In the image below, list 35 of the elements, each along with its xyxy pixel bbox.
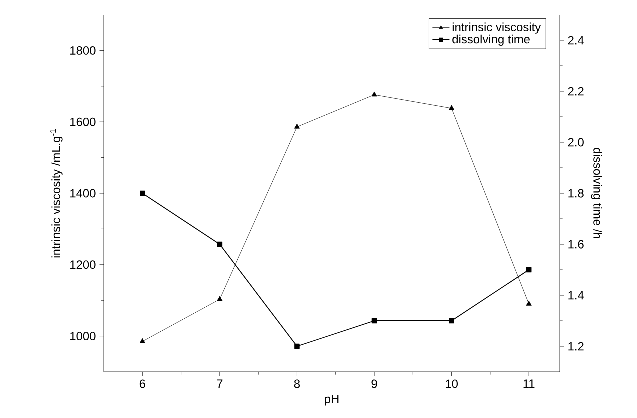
point xyxy=(294,124,300,129)
x-tick-label: 8 xyxy=(294,380,300,388)
y-tick-label: 1400 xyxy=(70,189,96,198)
y-axis-title: intrinsic viscosity /mL.g$^{-1}$ xyxy=(50,129,63,258)
x-tick-label: 6 xyxy=(140,380,146,388)
point xyxy=(140,338,146,344)
legend-label: intrinsic viscosity xyxy=(452,22,542,34)
y2-tick-label: 1.2 xyxy=(568,342,584,351)
point xyxy=(526,267,532,273)
x-axis-title: pH xyxy=(325,395,339,406)
point xyxy=(294,344,300,350)
point xyxy=(372,92,378,97)
y-tick-label: 1600 xyxy=(70,118,96,126)
y2-tick-label: 1.8 xyxy=(568,189,584,198)
y2-tick-label: 1.4 xyxy=(568,291,584,300)
point xyxy=(372,318,378,324)
point xyxy=(449,318,454,324)
y2-tick-label: 2.0 xyxy=(568,138,584,147)
x-tick-label: 9 xyxy=(372,380,378,388)
x-tick-label: 11 xyxy=(524,380,535,388)
legend-label: dissolving time xyxy=(452,34,530,46)
y2-tick-label: 2.4 xyxy=(568,36,584,45)
y2-axis-title: dissolving time /h xyxy=(591,148,602,239)
y-tick-label: 1200 xyxy=(70,260,96,270)
point xyxy=(526,300,532,306)
y-tick-label: 1000 xyxy=(70,332,96,341)
point xyxy=(140,190,146,196)
point xyxy=(217,296,223,302)
x-tick-label: 10 xyxy=(446,380,458,388)
x-tick-label: 7 xyxy=(217,380,223,388)
point xyxy=(217,242,223,248)
y-tick-label: 1800 xyxy=(70,46,96,55)
y2-tick-label: 1.6 xyxy=(568,240,584,249)
point xyxy=(449,105,455,110)
y2-tick-label: 2.2 xyxy=(568,87,584,96)
